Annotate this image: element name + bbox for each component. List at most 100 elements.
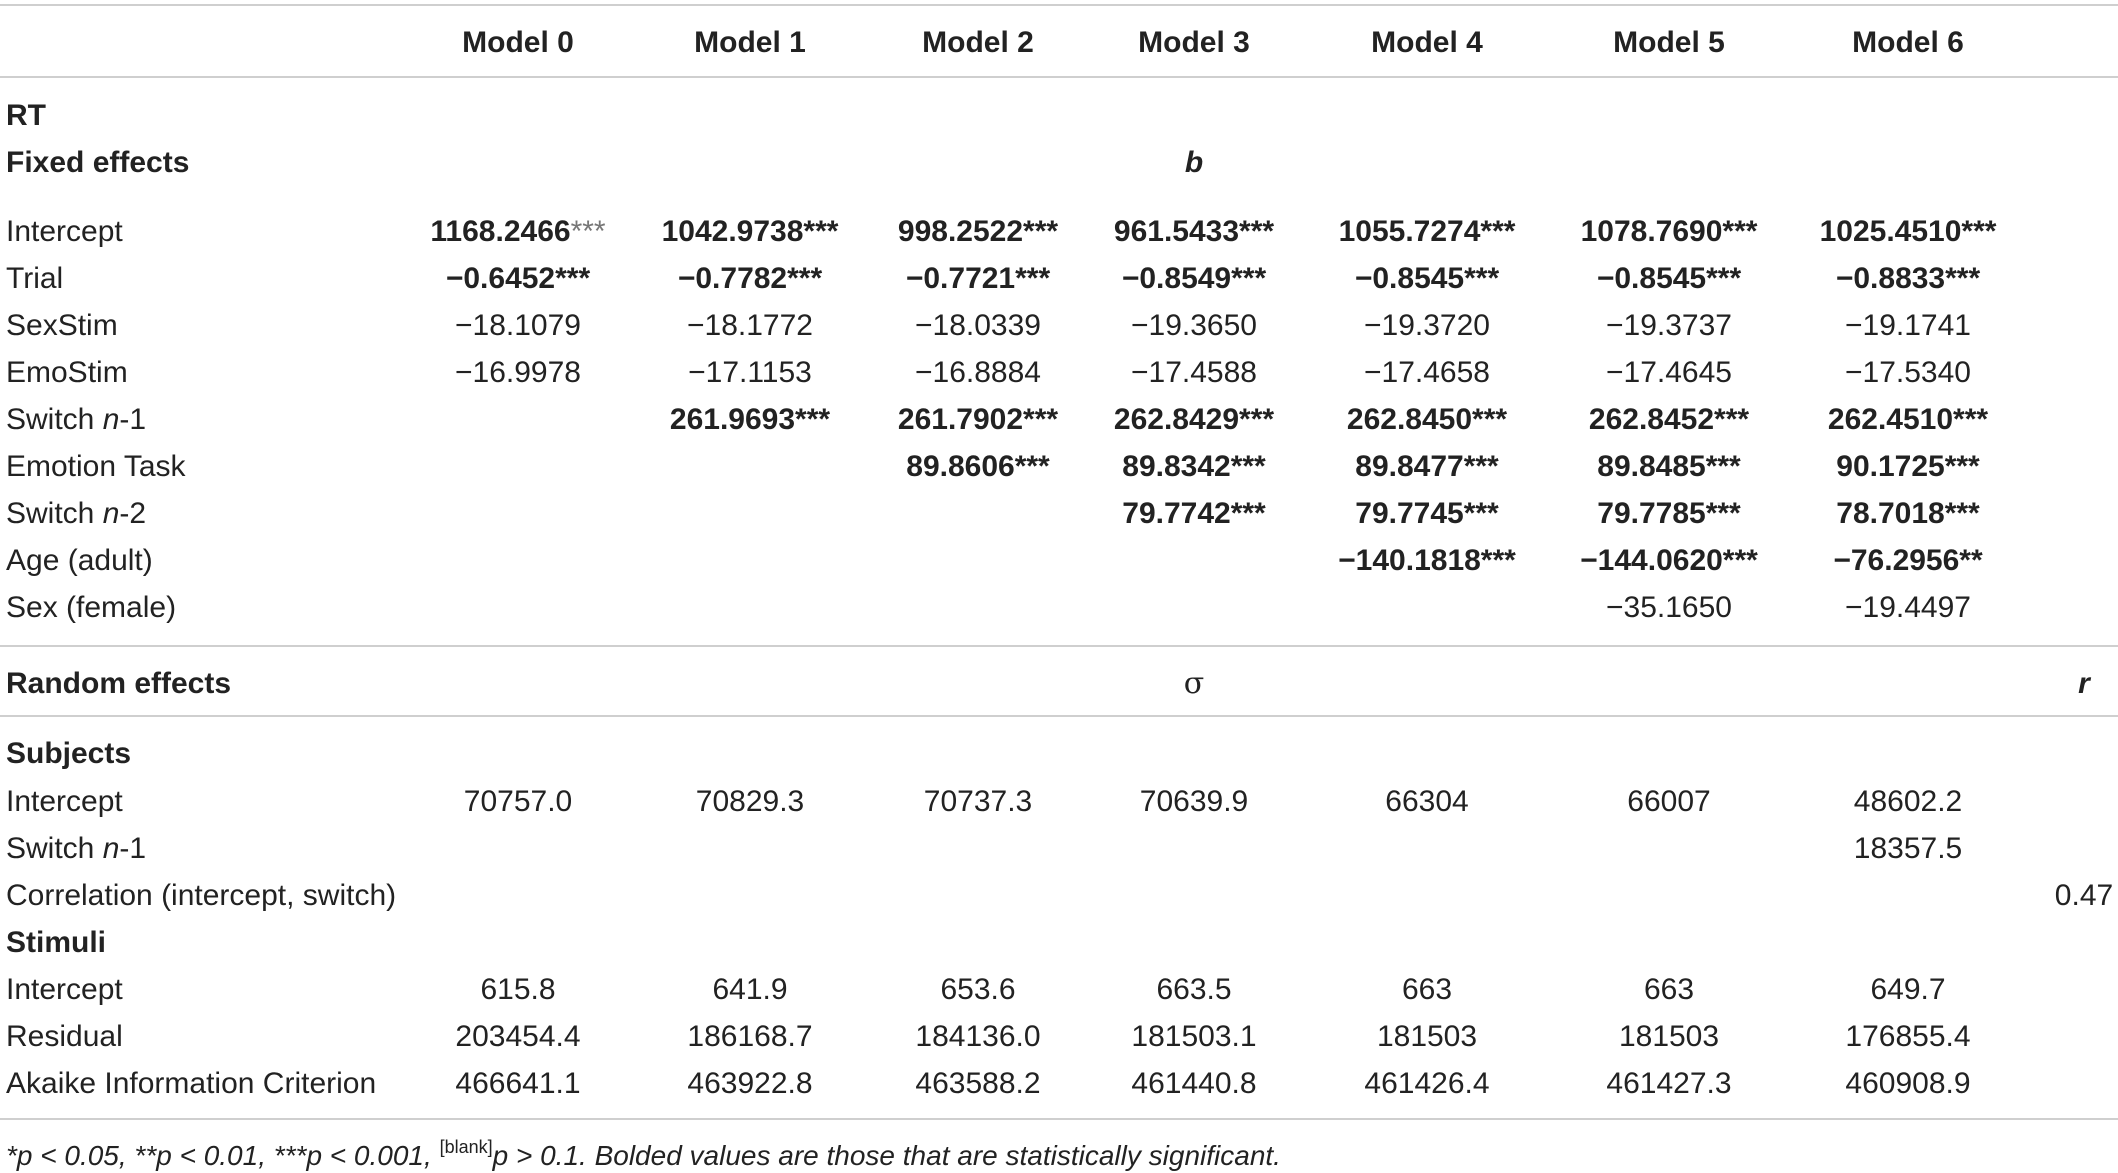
cell-value: −18.0339 [915,309,1041,342]
cell-value: −144.0620*** [1580,544,1758,577]
cell-value: −17.4658 [1364,356,1490,389]
row-label-suffix: -1 [119,403,147,436]
row-label: EmoStim [6,356,128,389]
table-cell: 70737.3 [923,785,1033,818]
table-cell: −144.0620*** [1580,546,1758,576]
cell-value: −16.9978 [455,356,581,389]
table-cell: 89.8477*** [1355,452,1498,482]
row-label: Intercept [6,215,123,248]
row-label-text: Switch [6,497,103,530]
cell-value: 89.8485*** [1597,450,1741,483]
row-label-text: Switch [6,832,103,865]
section-rt: RT [6,99,46,132]
correlation-label: Correlation (intercept, switch) [6,879,397,912]
cell-value: 1055.7274*** [1338,215,1516,248]
table-cell: 641.9 [712,973,788,1006]
subjects-heading: Subjects [6,737,132,770]
table-cell: 663 [1401,973,1453,1006]
table-cell: 89.8606*** [906,452,1049,482]
table-cell: 89.8485*** [1597,452,1740,482]
cell-value: −17.5340 [1845,356,1971,389]
table-cell: −18.1772 [687,311,813,341]
table-cell: −140.1818*** [1338,546,1516,576]
rule-random-header [0,715,2118,717]
cell-value: −0.7782*** [677,262,823,295]
table-cell: −0.7782*** [678,264,822,294]
column-header: Model 5 [1613,26,1725,59]
cell-value: 262.8450*** [1346,403,1508,436]
cell-value: −18.1772 [687,309,813,342]
table-cell: −35.1650 [1606,593,1732,623]
table-cell: 1025.4510*** [1820,217,1997,247]
table-cell: 262.4510*** [1828,405,1988,435]
table-cell: 89.8342*** [1122,452,1265,482]
cell-value: −19.1741 [1845,309,1971,342]
stat-b: b [1184,146,1204,179]
table-cell: −17.4588 [1131,358,1257,388]
cell-value: 79.7745*** [1355,497,1499,530]
cell-value: 1168.2466 [430,215,571,248]
cell-value: −0.8833*** [1835,262,1981,295]
cell-value: −0.8545*** [1354,262,1500,295]
significance-marker: *** [570,215,606,248]
cell-value: −35.1650 [1606,591,1732,624]
row-label: SexStim [6,309,118,342]
cell-value: −17.4645 [1606,356,1732,389]
column-header: Model 2 [922,26,1034,59]
cell-value: −18.1079 [455,309,581,342]
table-cell: −18.1079 [455,311,581,341]
table-cell: −0.6452*** [446,264,590,294]
cell-value: 79.7742*** [1122,497,1266,530]
table-cell: 653.6 [940,973,1016,1006]
table-cell: 615.8 [480,973,556,1006]
table-cell: 79.7785*** [1597,499,1740,529]
footnote-blank-sup: [blank] [439,1137,493,1157]
cell-value: −0.6452*** [445,262,591,295]
table-cell: −0.8545*** [1355,264,1499,294]
table-cell: 998.2522*** [898,217,1058,247]
table-cell: 262.8450*** [1347,405,1507,435]
table-cell: 663.5 [1156,973,1232,1006]
table-cell: 203454.4 [455,1020,581,1053]
table-cell: −0.8549*** [1122,264,1266,294]
table-cell: 961.5433*** [1114,217,1274,247]
stimuli-heading: Stimuli [6,926,107,959]
table-cell: −19.4497 [1845,593,1971,623]
table-cell: −76.2956** [1833,546,1982,576]
row-label-italic: n [102,497,120,530]
cell-value: −19.4497 [1845,591,1971,624]
random-effects-heading: Random effects [6,667,232,700]
table-cell: 18357.5 [1853,832,1963,865]
table-cell: 70829.3 [695,785,805,818]
row-label: Intercept [6,785,123,818]
table-cell: 261.7902*** [898,405,1058,435]
table-cell: 262.8452*** [1589,405,1749,435]
table-cell: −18.0339 [915,311,1041,341]
table-cell: 176855.4 [1845,1020,1971,1053]
table-cell: 181503 [1618,1020,1720,1053]
cell-value: 90.1725*** [1836,450,1980,483]
cell-value: 1078.7690*** [1580,215,1758,248]
rule-fixed-end [0,645,2118,647]
row-label-suffix: -2 [119,497,147,530]
table-cell: 466641.1 [455,1067,581,1100]
table-cell: −0.8833*** [1836,264,1980,294]
fixed-effects-heading: Fixed effects [6,146,190,179]
cell-value: −17.1153 [688,356,812,389]
table-cell: −17.4658 [1364,358,1490,388]
cell-value: 78.7018*** [1836,497,1980,530]
cell-value: 262.8429*** [1113,403,1275,436]
row-label: Akaike Information Criterion [6,1067,377,1100]
row-label: Switch n-2 [6,499,146,529]
rule-header [0,76,2118,78]
table-cell: 78.7018*** [1836,499,1979,529]
cell-value: 262.4510*** [1827,403,1989,436]
cell-value: −17.4588 [1131,356,1257,389]
row-label-text: Switch [6,403,103,436]
table-cell: 186168.7 [687,1020,813,1053]
cell-value: 961.5433*** [1113,215,1275,248]
table-cell: −17.1153 [688,358,812,388]
cell-value: −0.8549*** [1121,262,1267,295]
table-cell: 184136.0 [915,1020,1041,1053]
